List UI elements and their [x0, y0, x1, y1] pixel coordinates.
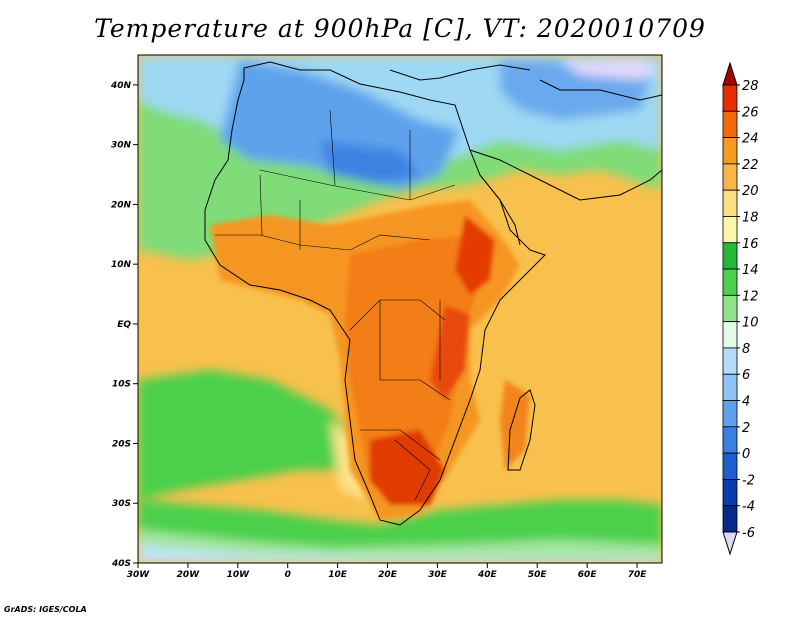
latitude-axis: 40N 30N 20N 10N EQ 10S 20S 30S 40S [110, 81, 138, 569]
colorbar-swatch [722, 321, 738, 349]
colorbar-swatch [722, 373, 738, 401]
colorbar-swatch [722, 294, 738, 323]
longitude-axis: 30W 20W 10W 0 10E 20E 30E 40E 50E 60E 70E [127, 563, 647, 580]
colorbar-swatch [722, 110, 738, 138]
colorbar-label: 4 [742, 395, 750, 410]
lon-tick-label: 60E [578, 570, 598, 580]
lon-tick-label: 40E [477, 570, 498, 580]
colorbar-label: 20 [742, 184, 759, 199]
lat-tick-label: 30N [111, 141, 132, 151]
colorbar-label: 0 [742, 447, 750, 462]
colorbar-swatch [722, 268, 738, 296]
lon-tick-label: 30E [428, 570, 448, 580]
colorbar-label: -4 [742, 500, 755, 515]
lon-tick-label: 10E [328, 570, 348, 580]
colorbar-swatch [722, 347, 738, 375]
coastlines [204, 61, 662, 526]
colorbar-label: 22 [742, 158, 759, 173]
colorbar-swatch [722, 61, 738, 86]
lon-tick-label: 70E [628, 570, 648, 580]
colorbar-label: 26 [742, 105, 759, 120]
lat-tick-label: 20N [111, 200, 132, 210]
lon-tick-label: 10W [227, 570, 251, 580]
colorbar-label: 6 [742, 368, 750, 383]
colorbar-label: 12 [742, 289, 759, 304]
colorbar-label: -6 [742, 526, 755, 541]
colorbar-swatch [722, 189, 738, 217]
colorbar-swatch [722, 452, 738, 480]
lon-tick-label: 50E [528, 570, 548, 580]
colorbar-swatch [722, 531, 738, 556]
lat-tick-label: EQ [117, 320, 131, 330]
colorbar-swatch [722, 426, 738, 454]
colorbar-swatch [722, 242, 738, 270]
lat-tick-label: 10N [111, 260, 132, 270]
lon-tick-label: 0 [285, 570, 291, 580]
lon-tick-label: 20W [177, 570, 201, 580]
colorbar-label: -2 [742, 473, 755, 488]
colorbar-swatch [722, 84, 738, 112]
map-frame [137, 54, 663, 564]
colorbar-swatch [722, 479, 738, 507]
lat-tick-label: 40N [110, 81, 132, 91]
colorbar-swatch [722, 163, 738, 191]
colorbar-swatch [722, 216, 738, 244]
colorbar-swatch [722, 137, 738, 165]
colorbar-swatch [722, 505, 738, 533]
credit-text: GrADS: IGES/COLA [4, 605, 87, 614]
lat-tick-label: 30S [112, 499, 131, 509]
colorbar-label: 14 [742, 263, 759, 278]
colorbar-label: 2 [742, 421, 750, 436]
colorbar-label: 10 [742, 316, 759, 331]
lon-tick-label: 30W [127, 570, 151, 580]
colorbar-label: 8 [742, 342, 750, 357]
lat-tick-label: 10S [112, 380, 131, 390]
lon-tick-label: 20E [378, 570, 398, 580]
map-title: Temperature at 900hPa [C], VT: 202001070… [94, 14, 706, 43]
colorbar-label: 24 [742, 132, 759, 147]
colorbar-label: 16 [742, 237, 759, 252]
temperature-field [138, 55, 662, 563]
colorbar-swatch [722, 400, 738, 428]
lat-tick-label: 40S [111, 559, 131, 569]
lat-tick-label: 20S [112, 439, 131, 449]
colorbar-label: 18 [742, 210, 759, 225]
colorbar-label: 28 [742, 79, 759, 94]
